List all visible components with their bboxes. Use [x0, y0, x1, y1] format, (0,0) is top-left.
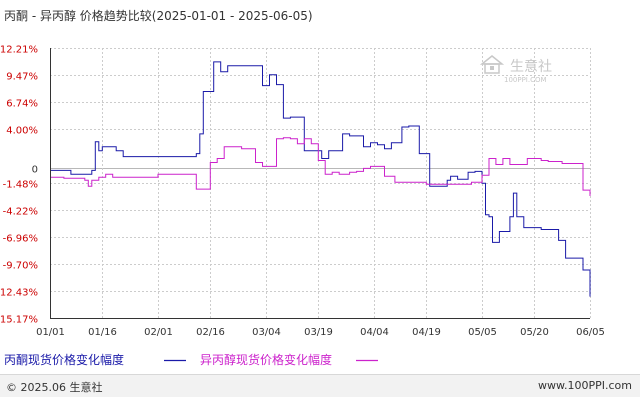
watermark-window	[490, 66, 494, 70]
series-lines	[50, 61, 591, 297]
x-tick-label: 04/04	[360, 327, 389, 338]
x-tick-label: 03/19	[304, 327, 333, 338]
x-tick-label: 03/04	[252, 327, 281, 338]
y-tick-label: 4.00%	[6, 126, 38, 137]
x-tick-label: 04/19	[412, 327, 441, 338]
chart-title: 丙酮 - 异丙醇 价格趋势比较(2025-01-01 - 2025-06-05)	[4, 9, 313, 23]
x-tick-label: 06/05	[576, 327, 605, 338]
axes: 12.21% 9.47% 6.74% 4.00% 0 -1.48% -4.22% -6.96%…	[0, 45, 605, 339]
footer-url: www.100PPI.com	[538, 379, 632, 392]
watermark-text: 生意社	[510, 58, 552, 75]
y-tick-label: -9.70%	[3, 261, 38, 272]
x-tick-label: 02/16	[196, 327, 225, 338]
x-tick-label: 05/20	[520, 327, 549, 338]
y-tick-label: -1.48%	[3, 180, 38, 191]
footer-bar: © 2025.06 生意社 www.100PPI.com	[0, 374, 640, 397]
y-tick-label: -15.17%	[0, 315, 38, 326]
y-tick-label: -6.96%	[3, 234, 38, 245]
legend: 丙酮现货价格变化幅度 异丙醇现货价格变化幅度	[4, 352, 378, 367]
x-tick-label: 01/01	[36, 327, 65, 338]
x-tick-label: 02/01	[144, 327, 173, 338]
y-tick-label: -4.22%	[3, 207, 38, 218]
y-tick-label: 9.47%	[6, 72, 38, 83]
watermark-house-icon	[479, 55, 505, 65]
watermark-subtext: 100PPI.COM	[504, 76, 547, 84]
grid-lines	[50, 48, 591, 319]
x-tick-label: 05/05	[468, 327, 497, 338]
watermark-house-body	[484, 63, 500, 74]
footer-copyright: © 2025.06 生意社	[6, 381, 103, 394]
legend-label: 丙酮现货价格变化幅度	[4, 352, 124, 367]
y-tick-label: -12.43%	[0, 288, 38, 299]
series-line-acetone	[50, 61, 591, 297]
y-tick-label: 12.21%	[0, 45, 38, 56]
series-line-isopropanol	[50, 137, 591, 196]
y-tick-label: 0	[32, 165, 38, 176]
legend-label: 异丙醇现货价格变化幅度	[200, 352, 332, 367]
x-tick-label: 01/16	[88, 327, 117, 338]
y-tick-label: 6.74%	[6, 99, 38, 110]
